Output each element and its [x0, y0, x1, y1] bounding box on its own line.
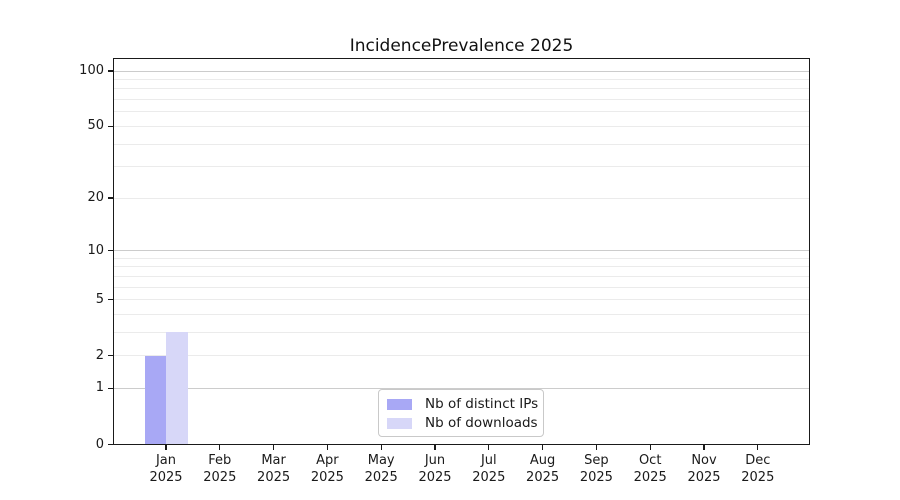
y-tick-50 [108, 125, 113, 128]
x-tick-label-feb: Feb 2025 [188, 452, 252, 486]
y-tick-label-2: 2 [95, 347, 104, 363]
x-tick-jan [165, 445, 167, 450]
year-label: 2025 [687, 470, 721, 485]
x-tick-mar [272, 445, 275, 450]
y-tick-label-10: 10 [87, 242, 104, 258]
x-tick-label-nov: Nov 2025 [672, 452, 736, 486]
y-tick-20 [108, 197, 113, 199]
year-label: 2025 [203, 470, 237, 485]
x-tick-nov [703, 445, 705, 450]
x-tick-may [380, 445, 382, 450]
gridline-minor-5 [114, 299, 809, 301]
x-axis-line [113, 443, 810, 445]
bar-jan-nb-of-distinct-ips [144, 355, 166, 445]
month-label: Jul [480, 453, 497, 468]
x-tick-label-sep: Sep 2025 [564, 452, 628, 486]
x-tick-dec [757, 445, 759, 450]
x-tick-label-mar: Mar 2025 [242, 452, 306, 486]
gridline-minor-60 [114, 111, 809, 113]
month-label: Aug [529, 453, 556, 468]
plot-area [113, 58, 810, 445]
x-tick-jun [434, 445, 436, 450]
plot-spine-top [113, 58, 810, 60]
legend-item-nb-of-distinct-ips: Nb of distinct IPs [387, 395, 539, 414]
y-tick-label-0: 0 [95, 436, 104, 452]
x-tick-jul [488, 445, 490, 450]
x-tick-label-jan: Jan 2025 [134, 452, 198, 486]
y-tick-5 [108, 298, 113, 301]
year-label: 2025 [310, 470, 344, 485]
x-tick-label-oct: Oct 2025 [618, 452, 682, 486]
legend-label: Nb of downloads [425, 415, 538, 431]
plot-spine-left [113, 58, 115, 445]
y-tick-label-5: 5 [95, 291, 104, 307]
x-tick-oct [649, 445, 651, 450]
gridline-major-100 [114, 70, 809, 72]
x-tick-label-apr: Apr 2025 [295, 452, 359, 486]
legend-item-nb-of-downloads: Nb of downloads [387, 414, 538, 433]
y-tick-label-20: 20 [87, 190, 104, 206]
gridline-minor-9 [114, 257, 809, 259]
y-tick-label-1: 1 [95, 380, 104, 396]
year-label: 2025 [526, 470, 560, 485]
x-tick-label-aug: Aug 2025 [511, 452, 575, 486]
month-label: May [367, 453, 395, 468]
gridline-minor-90 [114, 79, 809, 81]
y-tick-2 [108, 354, 113, 357]
year-label: 2025 [633, 470, 667, 485]
legend: Nb of distinct IPs Nb of downloads [378, 389, 544, 437]
x-tick-aug [541, 445, 544, 450]
gridline-minor-30 [114, 166, 809, 168]
gridline-minor-2 [114, 355, 809, 357]
legend-swatch [387, 399, 412, 410]
x-tick-apr [326, 445, 329, 450]
month-label: Feb [208, 453, 232, 468]
year-label: 2025 [257, 470, 291, 485]
month-label: Dec [745, 453, 771, 468]
legend-label: Nb of distinct IPs [425, 396, 539, 412]
x-tick-sep [595, 445, 598, 450]
x-tick-label-dec: Dec 2025 [726, 452, 790, 486]
gridline-minor-3 [114, 331, 809, 333]
gridline-minor-8 [114, 266, 809, 268]
month-label: Sep [584, 453, 609, 468]
gridline-minor-50 [114, 125, 809, 127]
gridline-minor-40 [114, 143, 809, 145]
x-tick-feb [219, 445, 221, 450]
plot-spine-right [808, 58, 810, 445]
month-label: Mar [261, 453, 286, 468]
gridline-minor-70 [114, 99, 809, 101]
month-label: Oct [638, 453, 662, 468]
legend-swatch [387, 418, 412, 429]
gridline-minor-6 [114, 286, 809, 288]
year-label: 2025 [579, 470, 613, 485]
y-tick-label-100: 100 [79, 63, 104, 79]
bar-jan-nb-of-downloads [166, 332, 188, 445]
year-label: 2025 [472, 470, 506, 485]
chart-title: IncidencePrevalence 2025 [349, 36, 574, 56]
year-label: 2025 [364, 470, 398, 485]
y-tick-label-50: 50 [87, 118, 104, 134]
year-label: 2025 [741, 470, 775, 485]
gridline-major-10 [114, 250, 809, 251]
y-tick-100 [108, 70, 113, 72]
gridline-minor-80 [114, 88, 809, 90]
x-tick-label-may: May 2025 [349, 452, 413, 486]
gridline-major-1 [114, 387, 809, 389]
year-label: 2025 [418, 470, 452, 485]
month-label: Jun [424, 453, 446, 468]
y-tick-1 [108, 387, 113, 390]
month-label: Apr [316, 453, 339, 468]
x-tick-label-jul: Jul 2025 [457, 452, 521, 486]
year-label: 2025 [149, 470, 183, 485]
y-tick-0 [108, 443, 113, 446]
gridline-minor-4 [114, 313, 809, 315]
month-label: Nov [691, 453, 717, 468]
gridline-minor-7 [114, 275, 809, 277]
gridline-minor-20 [114, 197, 809, 199]
month-label: Jan [155, 453, 177, 468]
x-tick-label-jun: Jun 2025 [403, 452, 467, 486]
y-tick-10 [108, 249, 113, 252]
